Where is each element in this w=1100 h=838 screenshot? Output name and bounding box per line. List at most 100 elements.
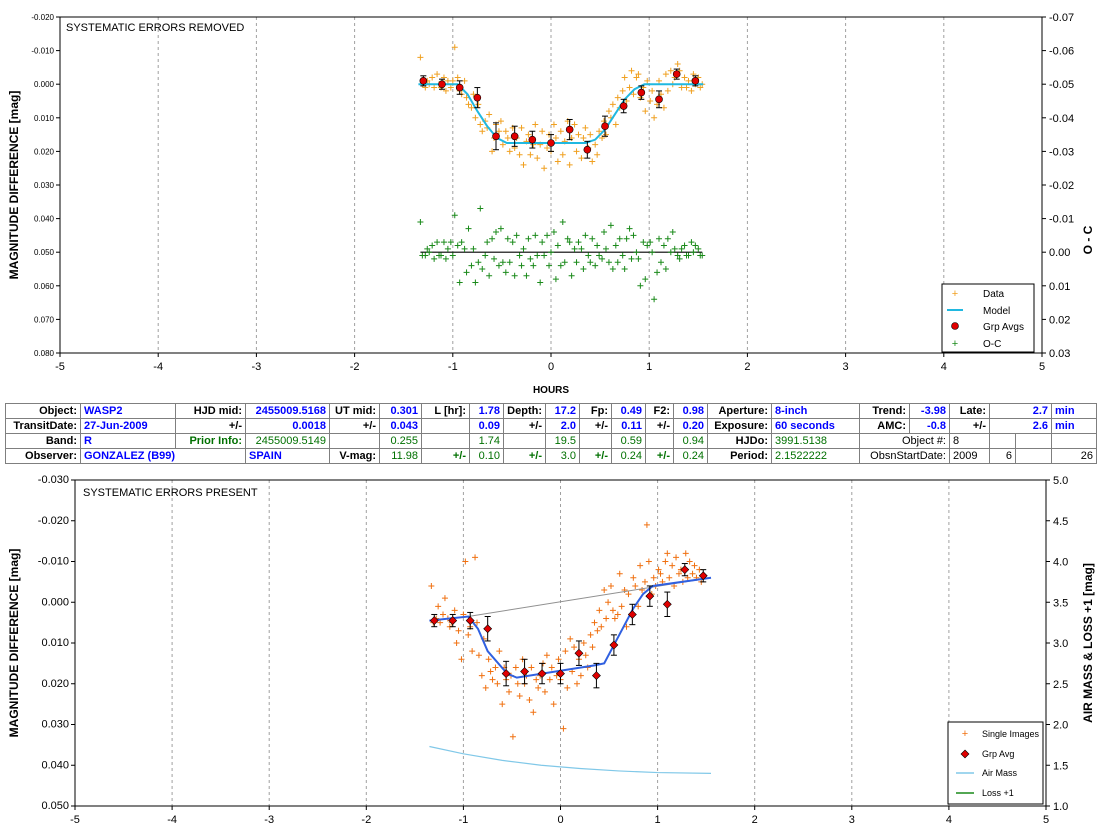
bottom-y2tick-label: 3.0: [1053, 638, 1068, 650]
top-data-point: [417, 54, 424, 61]
top-data-point: [434, 71, 441, 78]
top-oc-point: [438, 252, 445, 259]
bottom-grp-avg: [574, 648, 584, 658]
bottom-data-point: [587, 631, 594, 638]
top-data-point: [635, 71, 642, 78]
bottom-data-point: [560, 725, 567, 732]
bottom-data-point: [440, 611, 447, 618]
top-data-point: [662, 71, 669, 78]
top-chart-title: SYSTEMATIC ERRORS REMOVED: [66, 22, 244, 34]
top-legend: + Data Model Grp Avgs + O-C: [941, 283, 1035, 353]
top-data-point: [587, 131, 594, 138]
top-oc-point: [552, 276, 559, 283]
top-xtick-label: -2: [350, 361, 360, 373]
bottom-ytick-label: 0.000: [41, 596, 69, 608]
top-grp-avg: [672, 70, 681, 78]
top-oc-point: [674, 252, 681, 259]
bottom-data-point: [562, 648, 569, 655]
bottom-legend-grp-marker: [960, 749, 970, 759]
bottom-data-point: [675, 570, 682, 577]
top-oc-point: [623, 235, 630, 242]
top-oc-point: [502, 269, 509, 276]
top-oc-point: [602, 245, 609, 252]
top-data-point: [578, 155, 585, 162]
bottom-xtick-label: -3: [264, 814, 274, 826]
top-grp-avg: [655, 95, 663, 104]
top-oc-point: [546, 262, 553, 269]
top-oc-point: [594, 242, 601, 249]
top-oc-point: [633, 249, 640, 256]
top-oc-point: [499, 259, 506, 266]
top-data-point: [516, 151, 523, 158]
top-oc-point: [527, 255, 534, 262]
top-oc-point: [676, 255, 683, 262]
bottom-data-point: [618, 603, 625, 610]
top-oc-point: [537, 279, 544, 286]
bottom-legend-data-marker: +: [962, 728, 968, 740]
bottom-y2tick-label: 1.0: [1053, 801, 1068, 813]
top-ytick-label: 0.020: [34, 147, 55, 156]
bottom-data-point: [607, 582, 614, 589]
bottom-data-point: [637, 562, 644, 569]
top-oc-point: [482, 252, 489, 259]
bottom-data-point: [451, 607, 458, 614]
top-ytick-label: -0.010: [31, 47, 54, 56]
bottom-data-point: [494, 680, 501, 687]
top-oc-point: [678, 245, 685, 252]
top-xtick-label: 5: [1039, 361, 1045, 373]
bottom-data-point: [643, 521, 650, 528]
bottom-ytick-label: 0.040: [41, 759, 69, 771]
bottom-data-point: [689, 570, 696, 577]
top-oc-point: [431, 255, 438, 262]
bottom-y2tick-label: 2.5: [1053, 679, 1068, 691]
bottom-data-point: [492, 664, 499, 671]
info-row-1: Object: WASP2 HJD mid: 2455009.5168 UT m…: [5, 403, 1098, 419]
top-oc-point: [575, 239, 582, 246]
bottom-data-point: [509, 733, 516, 740]
bottom-legend-airmass: Air Mass: [982, 768, 1018, 778]
top-oc-point: [607, 222, 614, 229]
top-data-point: [633, 74, 640, 81]
top-oc-point: [695, 245, 702, 252]
top-data-point: [525, 131, 532, 138]
bottom-xtick-label: 1: [655, 814, 661, 826]
bottom-data-point: [533, 676, 540, 683]
bottom-data-point: [601, 587, 608, 594]
top-data-point: [479, 128, 486, 135]
top-oc-point: [688, 239, 695, 246]
top-ytick-label: 0.060: [34, 282, 55, 291]
top-oc-point: [582, 232, 589, 239]
bottom-ytick-label: 0.050: [41, 800, 69, 812]
top-data-point: [559, 151, 566, 158]
top-ytick-label: 0.070: [34, 315, 55, 324]
top-oc-point: [640, 239, 647, 246]
bottom-data-point: [664, 550, 671, 557]
top-grid: [59, 17, 1043, 353]
top-oc-point: [449, 252, 456, 259]
top-oc-point: [642, 276, 649, 283]
top-data-point: [486, 111, 493, 118]
top-data-point: [594, 151, 601, 158]
bottom-data-point: [662, 558, 669, 565]
top-data-point: [628, 67, 635, 74]
top-oc-point: [664, 235, 671, 242]
top-oc-point: [690, 249, 697, 256]
top-xtick-label: -4: [153, 361, 163, 373]
bottom-data-point: [530, 709, 537, 716]
top-oc-point: [621, 266, 628, 272]
top-oc-point: [461, 245, 468, 252]
top-grp-avg: [419, 77, 428, 85]
top-oc-point: [539, 239, 546, 246]
bottom-data-point: [482, 684, 489, 691]
top-data-point: [566, 161, 573, 168]
top-data-point: [550, 121, 557, 128]
bottom-grp-avg: [645, 591, 655, 601]
top-xtick-label: 1: [646, 361, 652, 373]
bottom-data-point: [535, 684, 542, 691]
top-data-point: [619, 87, 626, 94]
top-legend-grp: Grp Avgs: [983, 322, 1024, 333]
top-grp-avg: [547, 139, 555, 147]
top-data-point: [470, 91, 477, 98]
top-oc-point: [554, 242, 561, 249]
info-row-2: TransitDate: 27-Jun-2009 +/- 0.0018 +/- …: [5, 418, 1098, 434]
